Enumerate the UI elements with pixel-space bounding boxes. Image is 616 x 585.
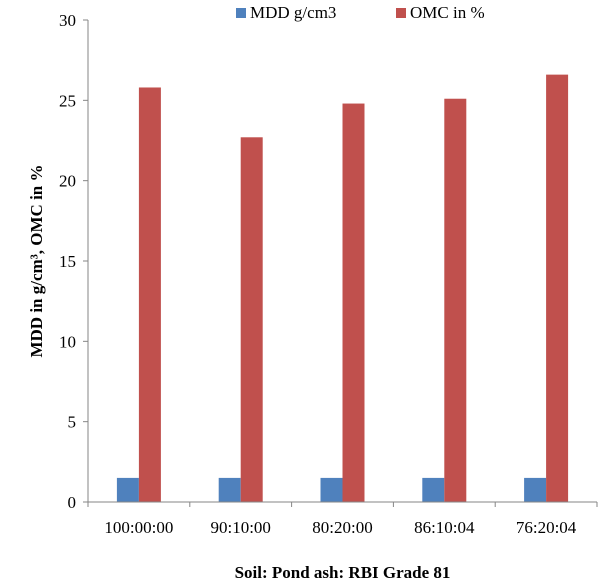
x-tick-label: 80:20:00 (312, 518, 372, 537)
y-tick-label: 10 (59, 332, 76, 351)
y-tick-label: 0 (68, 493, 77, 512)
axes (87, 20, 597, 503)
x-tick-label: 76:20:04 (516, 518, 577, 537)
bar-mdd-2 (320, 477, 343, 502)
bar-omc-0 (138, 87, 161, 502)
x-tick-label: 90:10:00 (210, 518, 270, 537)
x-tick-label: 100:00:00 (104, 518, 173, 537)
bars (116, 74, 569, 503)
y-tick-label: 20 (59, 172, 76, 191)
y-tick-label: 5 (68, 413, 77, 432)
legend-swatch (396, 8, 406, 18)
bar-omc-1 (240, 137, 263, 502)
y-tick-label: 15 (59, 252, 76, 271)
bar-mdd-4 (524, 477, 547, 502)
bar-mdd-1 (218, 477, 241, 502)
y-tick-label: 25 (59, 91, 76, 110)
x-axis-ticks: 100:00:00 90:10:00 80:20:00 86:10:04 76:20:0… (87, 502, 598, 537)
x-tick-label: 86:10:04 (414, 518, 475, 537)
y-tick-label: 30 (59, 11, 76, 30)
legend-swatch (236, 8, 246, 18)
bar-mdd-3 (422, 477, 445, 502)
x-axis-title: Soil: Pond ash: RBI Grade 81 (235, 563, 451, 582)
legend: MDD g/cm3 OMC in % (236, 3, 485, 22)
bar-mdd-0 (116, 477, 139, 502)
bar-omc-2 (342, 103, 365, 503)
y-axis-ticks: 0 5 10 15 20 25 30 (59, 11, 88, 512)
legend-label: OMC in % (410, 3, 485, 22)
bar-omc-4 (546, 74, 569, 503)
y-axis-title: MDD in g/cm³, OMC in % (27, 164, 46, 357)
bar-omc-3 (444, 98, 467, 502)
legend-label: MDD g/cm3 (250, 3, 336, 22)
